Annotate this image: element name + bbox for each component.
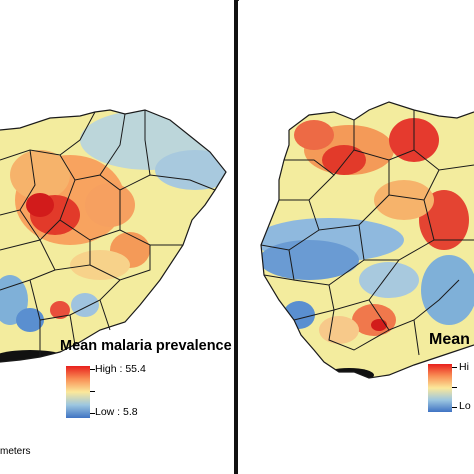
left-legend-low-label: Low : 5.8 [95, 406, 138, 418]
right-legend-high-label: Hi [459, 361, 469, 373]
right-map-svg [260, 101, 474, 379]
left-legend-high-tick [90, 369, 95, 370]
left-legend-title: Mean malaria prevalence [60, 338, 232, 354]
left-legend-mid-tick [90, 391, 95, 392]
panel-divider [234, 0, 238, 474]
right-legend-low-label: Lo [459, 400, 471, 412]
right-state-boundaries [260, 101, 474, 379]
left-prevalence-surface [0, 110, 226, 362]
left-state-boundaries [0, 109, 227, 363]
left-map-panel: Mean malaria prevalence High : 55.4 Low … [0, 0, 234, 474]
right-legend-color-ramp [428, 364, 452, 412]
right-map-panel: Mean l Hi Lo [239, 0, 474, 474]
left-legend-low-tick [90, 413, 95, 414]
right-legend-high-tick [452, 367, 457, 368]
right-legend-mid-tick [452, 387, 457, 388]
left-legend-color-ramp [66, 366, 90, 418]
scale-bar-unit-label: meters [0, 446, 31, 457]
right-legend-low-tick [452, 407, 457, 408]
left-legend-high-label: High : 55.4 [95, 363, 146, 375]
right-legend-title: Mean l [429, 331, 474, 348]
left-map-svg [0, 109, 227, 363]
